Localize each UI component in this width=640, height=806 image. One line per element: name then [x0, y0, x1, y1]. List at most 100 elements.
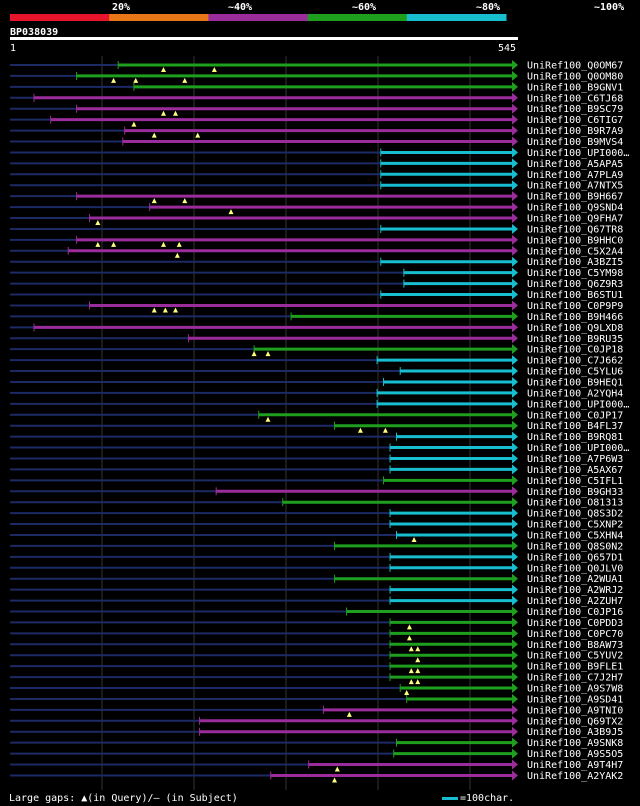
hit-label[interactable]: UniRef100_B9HEQ1	[527, 377, 623, 388]
hit-row[interactable]: UniRef100_A9SD41	[10, 693, 623, 706]
hit-row[interactable]: UniRef100_Q8S0N2	[10, 540, 623, 553]
hit-row[interactable]: UniRef100_O81313	[10, 497, 623, 509]
hit-label[interactable]: UniRef100_C0JP17	[527, 410, 623, 421]
hit-label[interactable]: UniRef100_UPI000…	[527, 443, 629, 454]
hit-label[interactable]: UniRef100_A3BZI5	[527, 257, 623, 268]
hit-label[interactable]: UniRef100_Q8S0N2	[527, 541, 623, 552]
hit-label[interactable]: UniRef100_Q0JLV0	[527, 563, 623, 574]
hit-row[interactable]: UniRef100_A3BZI5	[10, 256, 623, 269]
hit-row[interactable]: UniRef100_A7NTX5	[10, 180, 623, 192]
hit-label[interactable]: UniRef100_A2WRJ2	[527, 585, 623, 596]
hit-label[interactable]: UniRef100_C0PC70	[527, 629, 623, 640]
hit-label[interactable]: UniRef100_B6STU1	[527, 290, 623, 301]
hit-row[interactable]: UniRef100_C5XNP2	[10, 519, 623, 531]
hit-row[interactable]: UniRef100_UPI000…	[10, 398, 629, 411]
hit-label[interactable]: UniRef100_Q8S3D2	[527, 509, 623, 520]
hit-label[interactable]: UniRef100_C5YLU6	[527, 367, 623, 378]
hit-label[interactable]: UniRef100_B9MVS4	[527, 137, 623, 148]
hit-label[interactable]: UniRef100_A3B9J5	[527, 727, 623, 738]
hit-row[interactable]: UniRef100_Q9LXD8	[10, 322, 623, 334]
hit-row[interactable]: UniRef100_A3B9J5	[10, 726, 623, 739]
hit-label[interactable]: UniRef100_B9RQ81	[527, 432, 623, 443]
hit-label[interactable]: UniRef100_A9S5O5	[527, 749, 623, 760]
hit-row[interactable]: UniRef100_Q69TX2	[10, 715, 623, 728]
hit-row[interactable]: UniRef100_A9T4H7	[10, 759, 623, 772]
hit-label[interactable]: UniRef100_Q9FHA7	[527, 214, 623, 225]
hit-row[interactable]: UniRef100_A7P6W3	[10, 453, 623, 465]
hit-label[interactable]: UniRef100_C6TIG7	[527, 115, 623, 126]
hit-row[interactable]: UniRef100_Q9SND4	[10, 202, 623, 215]
hit-label[interactable]: UniRef100_C5X2A4	[527, 246, 623, 257]
hit-label[interactable]: UniRef100_C0P9P9	[527, 301, 623, 312]
hit-label[interactable]: UniRef100_C7J662	[527, 356, 623, 367]
hit-label[interactable]: UniRef100_A7P6W3	[527, 454, 623, 465]
hit-row[interactable]: UniRef100_A2ZUH7	[10, 595, 623, 608]
hit-row[interactable]: UniRef100_C0P9P9	[10, 300, 623, 313]
hit-row[interactable]: UniRef100_C5XHN4	[10, 529, 623, 542]
hit-row[interactable]: UniRef100_A7PLA9	[10, 169, 623, 181]
hit-label[interactable]: UniRef100_A9SNK8	[527, 738, 623, 749]
hit-row[interactable]: UniRef100_Q67TR8	[10, 223, 623, 236]
hit-row[interactable]: UniRef100_B9RQ81	[10, 431, 623, 444]
hit-label[interactable]: UniRef100_UPI000…	[527, 148, 629, 159]
hit-label[interactable]: UniRef100_C5XNP2	[527, 520, 623, 531]
hit-row[interactable]: UniRef100_Q657D1	[10, 551, 623, 564]
hit-row[interactable]: UniRef100_B9H466	[10, 311, 623, 323]
hit-row[interactable]: UniRef100_B9HHC0	[10, 234, 623, 247]
hit-label[interactable]: UniRef100_A2WUA1	[527, 574, 623, 585]
hit-label[interactable]: UniRef100_O81313	[527, 498, 623, 509]
hit-label[interactable]: UniRef100_A2YAK2	[527, 771, 623, 782]
hit-row[interactable]: UniRef100_A9TNI0	[10, 704, 623, 717]
hit-label[interactable]: UniRef100_UPI000…	[527, 399, 629, 410]
hit-row[interactable]: UniRef100_C0JP16	[10, 606, 623, 619]
hit-label[interactable]: UniRef100_B9GH33	[527, 487, 623, 498]
hit-row[interactable]: UniRef100_C6TIG7	[10, 114, 623, 127]
hit-label[interactable]: UniRef100_C5XHN4	[527, 530, 623, 541]
hit-row[interactable]: UniRef100_C0JP18	[10, 344, 623, 357]
hit-label[interactable]: UniRef100_A5APA5	[527, 159, 623, 170]
hit-label[interactable]: UniRef100_C5YM98	[527, 268, 623, 279]
hit-label[interactable]: UniRef100_Q67TR8	[527, 224, 623, 235]
hit-row[interactable]: UniRef100_UPI000…	[10, 442, 629, 455]
hit-label[interactable]: UniRef100_Q0OM67	[527, 61, 623, 72]
hit-row[interactable]: UniRef100_C5YM98	[10, 267, 623, 280]
hit-row[interactable]: UniRef100_B8AW73	[10, 639, 623, 652]
hit-label[interactable]: UniRef100_A5AX67	[527, 465, 623, 476]
hit-row[interactable]: UniRef100_C5IFL1	[10, 475, 623, 487]
hit-label[interactable]: UniRef100_A2YQH4	[527, 388, 623, 399]
hit-label[interactable]: UniRef100_B9R7A9	[527, 126, 623, 137]
hit-row[interactable]: UniRef100_A5AX67	[10, 464, 623, 476]
hit-label[interactable]: UniRef100_C7J2H7	[527, 673, 623, 684]
hit-label[interactable]: UniRef100_B9RU35	[527, 334, 623, 345]
hit-row[interactable]: UniRef100_C0JP17	[10, 409, 623, 422]
hit-row[interactable]: UniRef100_A9S7W8	[10, 683, 623, 696]
hit-label[interactable]: UniRef100_A9T4H7	[527, 760, 623, 771]
hit-label[interactable]: UniRef100_Q6Z9R3	[527, 279, 623, 290]
hit-row[interactable]: UniRef100_C5X2A4	[10, 245, 623, 258]
hit-row[interactable]: UniRef100_Q8S3D2	[10, 508, 623, 520]
hit-label[interactable]: UniRef100_Q0OM80	[527, 71, 623, 82]
hit-row[interactable]: UniRef100_B9MVS4	[10, 136, 623, 149]
hit-row[interactable]: UniRef100_B9RU35	[10, 333, 623, 345]
hit-row[interactable]: UniRef100_B9HEQ1	[10, 376, 623, 389]
hit-row[interactable]: UniRef100_B9GNV1	[10, 81, 623, 94]
hit-label[interactable]: UniRef100_C6TJ68	[527, 93, 623, 104]
hit-label[interactable]: UniRef100_B9GNV1	[527, 82, 623, 93]
hit-label[interactable]: UniRef100_A2ZUH7	[527, 596, 623, 607]
hit-label[interactable]: UniRef100_Q9SND4	[527, 203, 623, 214]
hit-row[interactable]: UniRef100_Q9FHA7	[10, 213, 623, 226]
hit-row[interactable]: UniRef100_Q6Z9R3	[10, 278, 623, 291]
hit-label[interactable]: UniRef100_A7NTX5	[527, 181, 623, 192]
hit-row[interactable]: UniRef100_C5YLU6	[10, 366, 623, 378]
hit-label[interactable]: UniRef100_B9HHC0	[527, 235, 623, 246]
hit-row[interactable]: UniRef100_C5YUV2	[10, 650, 623, 663]
hit-row[interactable]: UniRef100_C7J662	[10, 355, 623, 367]
hit-label[interactable]: UniRef100_C0PDD3	[527, 618, 623, 629]
hit-row[interactable]: UniRef100_B9H667	[10, 191, 623, 204]
hit-row[interactable]: UniRef100_A2WUA1	[10, 573, 623, 586]
hit-label[interactable]: UniRef100_C5IFL1	[527, 476, 623, 487]
hit-row[interactable]: UniRef100_B4FL37	[10, 420, 623, 433]
hit-label[interactable]: UniRef100_B8AW73	[527, 640, 623, 651]
hit-row[interactable]: UniRef100_B6STU1	[10, 289, 623, 302]
hit-row[interactable]: UniRef100_Q0OM67	[10, 60, 623, 72]
